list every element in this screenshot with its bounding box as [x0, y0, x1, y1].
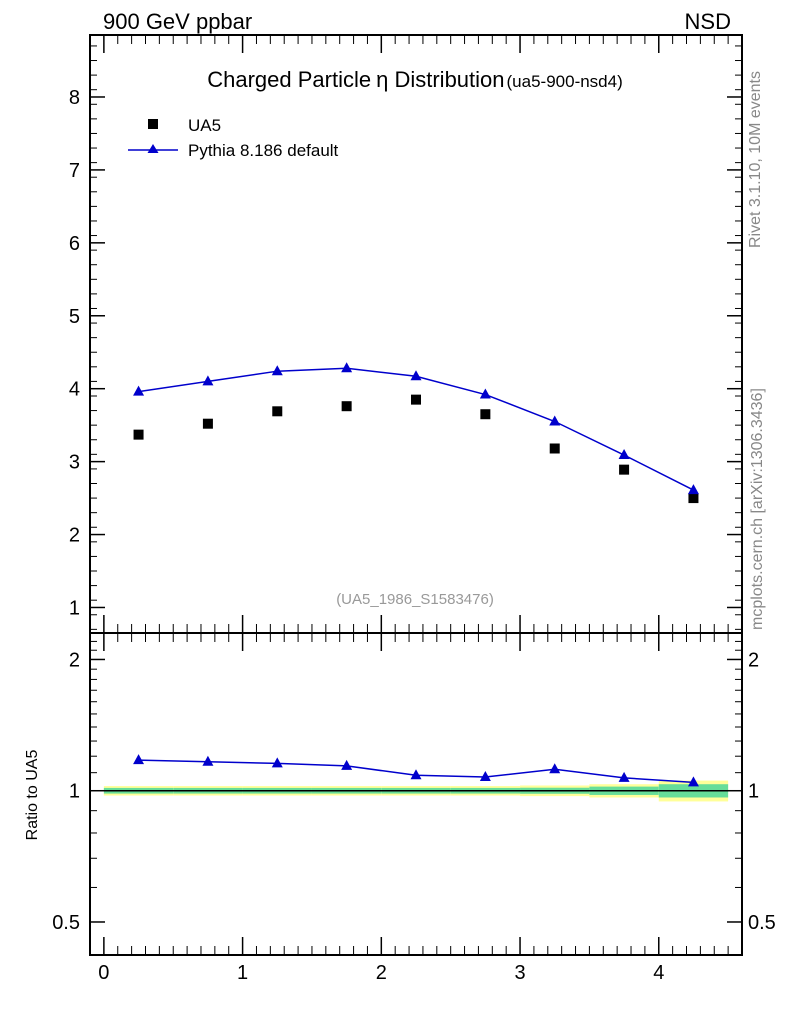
chart-title-suffix: Distribution: [388, 67, 504, 92]
chart-title-tag: (ua5-900-nsd4): [507, 72, 623, 91]
ua5-data-point: [688, 493, 699, 504]
ratio-pythia-point: [479, 771, 491, 782]
main-axis-ticks: 1 2 3 4 5 6 7 8: [69, 35, 742, 633]
x-tick-label: 3: [514, 962, 525, 984]
pythia-data-point: [271, 365, 283, 376]
pythia-data-point: [479, 388, 491, 399]
ratio-y-tick-label-right: 1: [748, 781, 759, 803]
legend-pythia-label: Pythia 8.186 default: [188, 141, 339, 160]
y-tick-label: 1: [69, 597, 80, 619]
header-right-label: NSD: [685, 9, 731, 34]
y-tick-label: 2: [69, 525, 80, 547]
pythia-data-point: [341, 362, 353, 373]
ratio-axis-ticks: 0.5 0.5 1 1 2 2 0 1 2 3 4: [52, 633, 776, 984]
ratio-y-tick-label-left: 2: [69, 649, 80, 671]
pythia-data-point: [133, 385, 145, 396]
ratio-y-tick-label-right: 0.5: [748, 912, 776, 934]
ratio-y-tick-label-left: 0.5: [52, 912, 80, 934]
x-tick-label: 1: [237, 962, 248, 984]
x-tick-label: 0: [98, 962, 109, 984]
ratio-pythia-point: [618, 771, 630, 782]
chart-title: Charged Particle η Distribution (ua5-900-n…: [207, 67, 623, 92]
analysis-label: (UA5_1986_S1583476): [336, 591, 494, 608]
ratio-plot-frame: [89, 632, 743, 956]
ratio-pythia-point: [271, 757, 283, 768]
legend: UA5 Pythia 8.186 default: [128, 116, 339, 160]
mcplots-reference-label: mcplots.cern.ch [arXiv:1306.3436]: [749, 388, 766, 630]
y-tick-label: 6: [69, 233, 80, 255]
pythia-series-line: [138, 367, 694, 491]
legend-ua5-label: UA5: [188, 116, 221, 135]
ratio-pythia-point: [687, 776, 699, 787]
ua5-data-point: [202, 418, 213, 429]
y-tick-label: 5: [69, 306, 80, 328]
ratio-pythia-point: [410, 769, 422, 780]
ua5-data-point: [341, 401, 352, 412]
ua5-data-point: [549, 443, 560, 454]
ratio-pythia-point: [549, 763, 561, 774]
chart-title-eta: η: [376, 67, 388, 92]
pythia-data-point: [618, 449, 630, 460]
ratio-pythia-point: [202, 755, 214, 766]
y-tick-label: 7: [69, 160, 80, 182]
chart-title-main: Charged Particle: [207, 67, 371, 92]
x-tick-label: 4: [653, 962, 664, 984]
pythia-data-point: [549, 415, 561, 426]
y-tick-label: 3: [69, 452, 80, 474]
ratio-panel: 0.5 0.5 1 1 2 2 0 1 2 3 4 Ratio to UA5: [24, 632, 776, 984]
y-tick-label: 8: [69, 87, 80, 109]
ua5-data-point: [133, 429, 144, 440]
pythia-data-point: [202, 375, 214, 386]
ratio-y-tick-label-left: 1: [69, 781, 80, 803]
rivet-version-label: Rivet 3.1.10, 10M events: [747, 71, 764, 248]
legend-pythia-marker: [147, 144, 159, 153]
ua5-data-point: [480, 409, 491, 420]
ratio-y-tick-label-right: 2: [748, 649, 759, 671]
pythia-data-point: [410, 370, 422, 381]
header-left-label: 900 GeV ppbar: [103, 9, 252, 34]
ratio-y-axis-label: Ratio to UA5: [24, 750, 41, 841]
ua5-data-point: [411, 394, 421, 405]
ratio-series-layer: [133, 754, 699, 787]
legend-ua5-marker: [148, 119, 158, 129]
main-series-layer: [133, 362, 699, 504]
ua5-data-point: [272, 406, 283, 417]
ua5-data-point: [619, 464, 630, 475]
pythia-data-point: [687, 484, 699, 495]
y-tick-label: 4: [69, 379, 80, 401]
x-tick-label: 2: [376, 962, 387, 984]
ratio-pythia-point: [133, 754, 145, 765]
ratio-pythia-point: [341, 759, 353, 770]
